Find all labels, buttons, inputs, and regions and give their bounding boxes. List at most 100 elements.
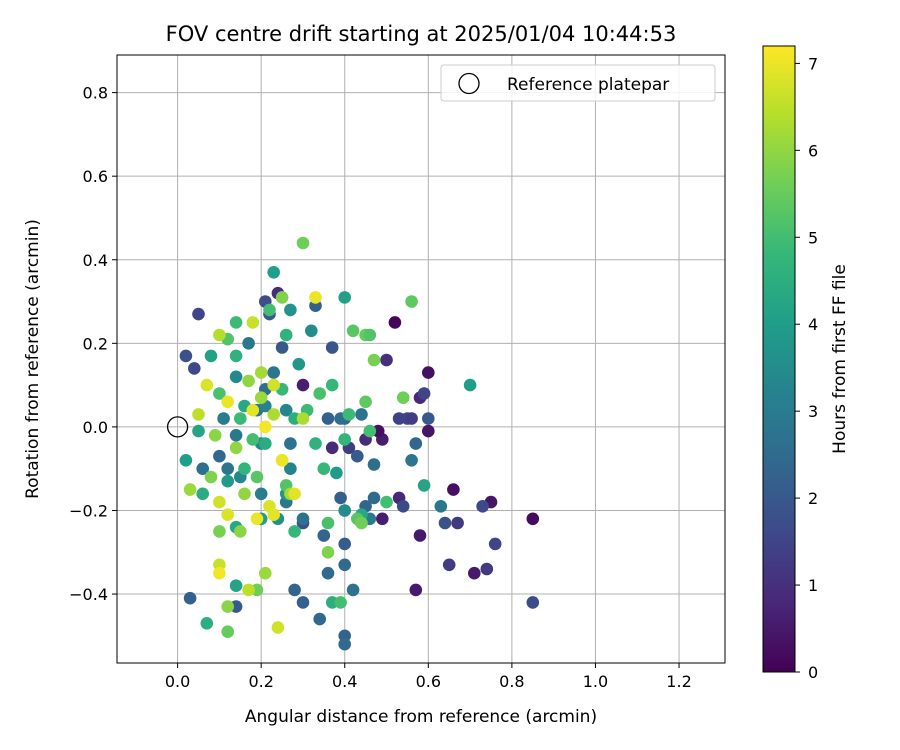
data-point — [234, 412, 247, 425]
colorbar: 0 1 2 3 4 5 6 7 Hours from first FF file — [762, 45, 850, 682]
data-point — [334, 596, 347, 609]
data-point — [317, 529, 331, 542]
data-point — [279, 328, 293, 342]
data-point — [422, 424, 435, 438]
data-point — [254, 487, 268, 501]
data-point — [242, 374, 255, 388]
colorbar-tick-label: 0 — [808, 663, 818, 682]
y-tick-label: 0.2 — [83, 334, 108, 353]
colorbar-tick-label: 2 — [808, 489, 818, 508]
data-point — [229, 579, 243, 592]
data-point — [296, 412, 310, 425]
data-point — [488, 537, 502, 551]
data-point — [275, 454, 289, 467]
chart-title: FOV centre drift starting at 2025/01/04 … — [166, 22, 677, 46]
plot-frame — [116, 54, 726, 664]
data-point — [275, 291, 289, 304]
x-tick-label: 0.8 — [499, 672, 524, 691]
data-point — [321, 412, 335, 425]
x-tick-label: 0.6 — [416, 672, 441, 691]
data-point — [313, 387, 327, 400]
data-point — [284, 303, 297, 317]
legend-box — [440, 64, 716, 102]
data-point — [296, 378, 310, 392]
data-point — [246, 433, 260, 446]
data-point — [313, 612, 327, 626]
data-point — [204, 470, 218, 484]
data-point — [254, 391, 268, 405]
data-point — [179, 349, 193, 363]
data-point — [346, 324, 360, 338]
data-point — [221, 625, 234, 638]
colorbar-label: Hours from first FF file — [830, 264, 850, 454]
data-point — [413, 529, 427, 542]
data-point — [288, 583, 301, 597]
x-axis-ticks: 0.0 0.2 0.4 0.6 0.8 1.0 1.2 — [165, 663, 692, 691]
data-point — [338, 291, 352, 304]
data-point — [526, 596, 540, 609]
data-point — [355, 516, 368, 530]
y-tick-label: 0.6 — [83, 167, 108, 186]
data-point — [380, 495, 393, 509]
data-point — [213, 566, 226, 580]
data-point — [234, 525, 247, 538]
colorbar-tick-label: 1 — [808, 576, 818, 595]
data-point — [263, 303, 276, 317]
data-point — [317, 462, 331, 476]
data-point — [221, 508, 234, 521]
data-point — [221, 395, 234, 409]
y-tick-label: −0.4 — [69, 585, 108, 604]
data-point — [229, 441, 243, 455]
data-point — [229, 370, 243, 384]
data-point — [338, 433, 352, 446]
data-point — [250, 512, 264, 526]
data-point — [246, 403, 260, 417]
colorbar-tick-label: 4 — [808, 315, 818, 334]
data-point — [204, 349, 218, 363]
y-axis-ticks: −0.4 −0.2 0.0 0.2 0.4 0.6 0.8 — [69, 84, 117, 604]
data-point — [267, 366, 281, 379]
x-axis-label: Angular distance from reference (arcmin) — [245, 707, 597, 727]
data-point — [221, 462, 234, 476]
data-point — [242, 337, 255, 350]
data-point — [325, 341, 339, 354]
data-point — [338, 558, 352, 572]
data-point — [388, 316, 402, 329]
data-point — [309, 437, 322, 450]
data-point — [259, 566, 272, 580]
y-tick-label: −0.2 — [69, 501, 108, 520]
data-point — [213, 525, 226, 538]
data-point — [405, 454, 418, 467]
data-point — [259, 420, 272, 434]
data-point — [392, 412, 406, 425]
data-point — [213, 387, 226, 400]
data-point — [309, 291, 322, 304]
colorbar-tick-label: 7 — [808, 54, 818, 73]
y-tick-label: 0.0 — [83, 418, 108, 437]
data-point — [296, 236, 310, 250]
data-point — [221, 474, 234, 488]
x-tick-label: 0.4 — [332, 672, 357, 691]
data-point — [284, 437, 297, 450]
data-point — [250, 470, 264, 484]
data-point — [288, 487, 301, 501]
data-point — [305, 324, 318, 338]
data-point — [213, 449, 226, 463]
data-point — [200, 617, 214, 630]
data-point — [338, 637, 352, 651]
data-point — [355, 408, 368, 421]
data-point — [476, 500, 489, 513]
data-point — [396, 500, 410, 513]
data-point — [267, 378, 281, 392]
data-point — [463, 378, 477, 392]
data-point — [405, 295, 418, 308]
data-point — [192, 408, 205, 421]
data-point — [376, 512, 389, 526]
data-point — [267, 266, 281, 279]
data-point — [192, 307, 205, 321]
data-point — [229, 349, 243, 363]
data-point — [246, 316, 260, 329]
data-point — [422, 366, 435, 379]
data-point — [480, 562, 494, 576]
data-point — [200, 378, 214, 392]
